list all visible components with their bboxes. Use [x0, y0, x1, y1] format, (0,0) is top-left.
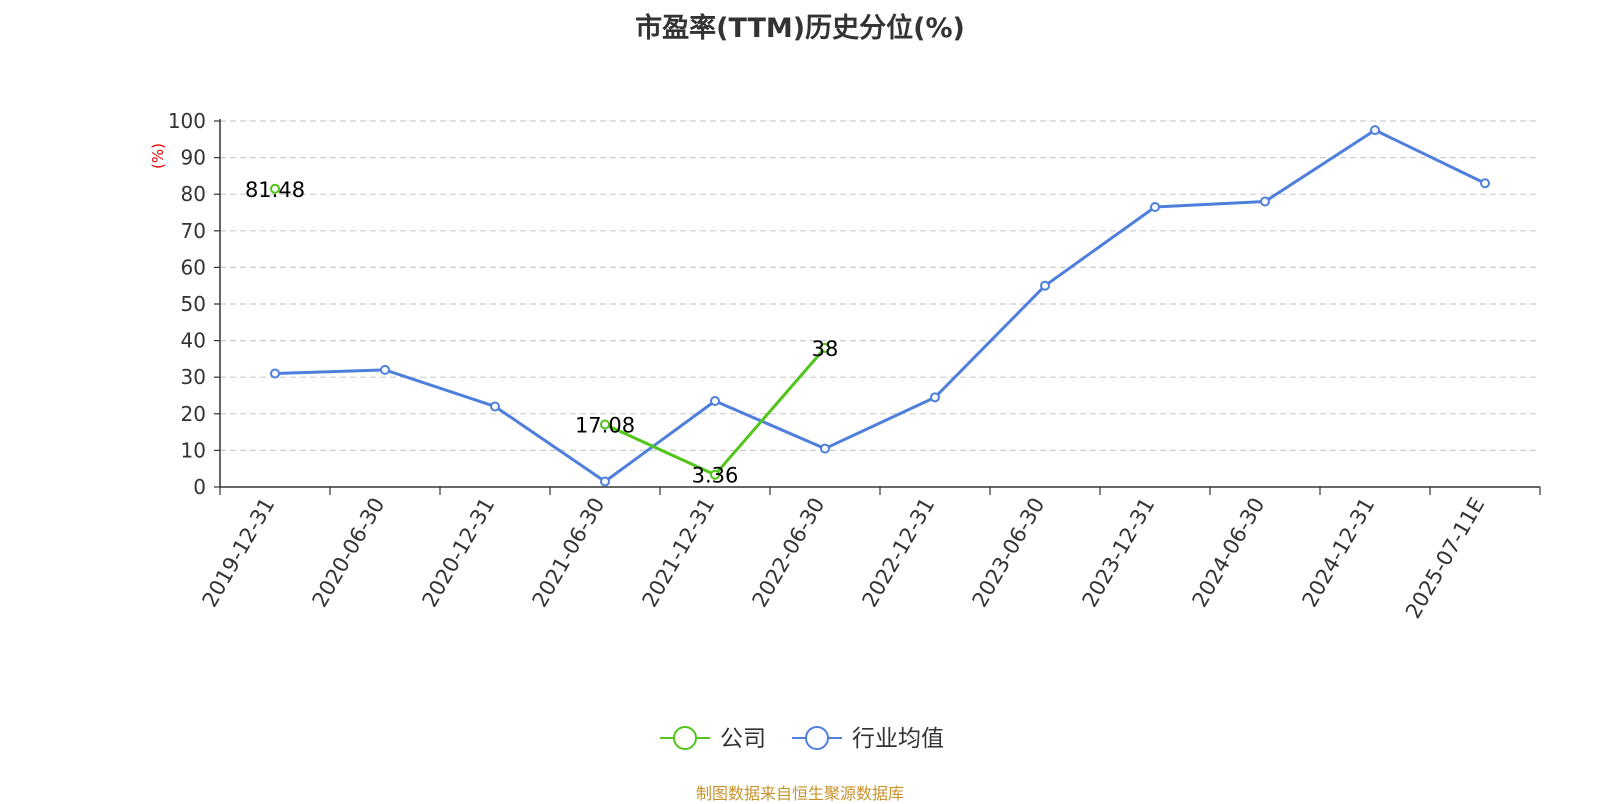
- y-tick-label: 100: [168, 109, 206, 133]
- x-tick-label: 2020-12-31: [418, 494, 500, 612]
- x-tick-label: 2021-12-31: [638, 494, 720, 612]
- data-point: [1370, 125, 1380, 136]
- data-point: [1040, 280, 1050, 291]
- legend-label-industry-average: 行业均值: [852, 726, 944, 752]
- legend-marker: [805, 726, 829, 750]
- legend-marker: [673, 726, 697, 750]
- x-tick-label: 2022-06-30: [748, 494, 830, 612]
- y-tick-label: 60: [181, 255, 206, 279]
- y-tick-label: 50: [181, 292, 206, 316]
- y-tick-label: 80: [181, 182, 206, 206]
- y-axis-unit-label: (%): [149, 143, 167, 169]
- x-tick-label: 2023-06-30: [968, 494, 1050, 612]
- data-label: 3.36: [692, 464, 739, 488]
- x-tick-label: 2023-12-31: [1078, 494, 1160, 612]
- y-tick-label: 40: [181, 329, 206, 353]
- y-tick-label: 30: [181, 365, 206, 389]
- x-tick-label: 2025-07-11E: [1401, 494, 1489, 623]
- data-point: [490, 401, 500, 412]
- data-point: [820, 342, 830, 353]
- data-point: [1260, 196, 1270, 207]
- data-label: 17.08: [575, 413, 635, 437]
- data-point: [600, 476, 610, 487]
- y-tick-label: 70: [181, 219, 206, 243]
- x-tick-label: 2022-12-31: [858, 494, 940, 612]
- data-point: [270, 368, 280, 379]
- x-tick-label: 2020-06-30: [308, 494, 390, 612]
- y-tick-label: 20: [181, 402, 206, 426]
- x-tick-label: 2024-12-31: [1298, 494, 1380, 612]
- data-source-footer: 制图数据来自恒生聚源数据库: [695, 784, 904, 803]
- data-label: 81.48: [245, 178, 305, 202]
- data-point: [710, 395, 720, 406]
- data-point: [710, 469, 720, 480]
- chart-title: 市盈率(TTM)历史分位(%): [635, 13, 965, 44]
- data-point: [1150, 202, 1160, 213]
- data-point: [600, 419, 610, 430]
- legend-label-company: 公司: [720, 726, 766, 752]
- data-point: [930, 392, 940, 403]
- x-tick-label: 2021-06-30: [528, 494, 610, 612]
- data-label: 38: [812, 337, 839, 361]
- x-tick-label: 2024-06-30: [1188, 494, 1270, 612]
- y-tick-label: 10: [181, 438, 206, 462]
- y-tick-label: 0: [193, 475, 206, 499]
- data-point: [380, 364, 390, 375]
- data-point: [1480, 178, 1490, 189]
- series-line-industry-average: [274, 128, 1486, 484]
- y-tick-label: 90: [181, 146, 206, 170]
- data-point: [820, 443, 830, 454]
- data-point: [270, 183, 280, 194]
- x-tick-label: 2019-12-31: [198, 494, 280, 612]
